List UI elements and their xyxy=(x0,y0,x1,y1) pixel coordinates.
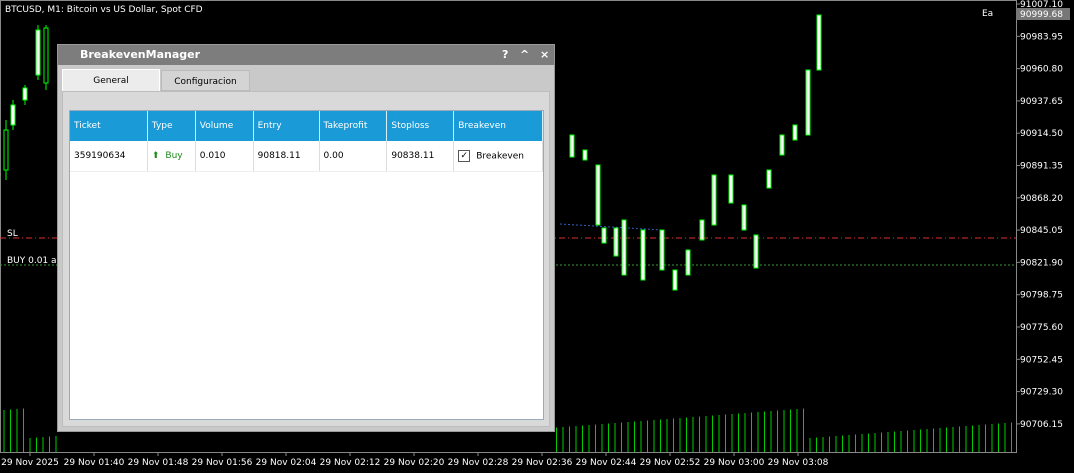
current-price: 90999.68 xyxy=(1020,10,1063,20)
price-label: 90752.45 xyxy=(1020,355,1063,365)
candles xyxy=(3,14,822,291)
column-header: Stoploss xyxy=(386,111,455,141)
cell: ✓ Breakeven xyxy=(453,141,543,172)
table-row: 359190634 ⬆ Buy 0.010 90818.11 0.00 90838.11 ✓ B… xyxy=(70,141,543,172)
cell: 90838.11 xyxy=(386,141,455,172)
price-label: 90983.95 xyxy=(1020,32,1063,42)
price-label: 90845.05 xyxy=(1020,226,1063,236)
cell: 0.010 xyxy=(195,141,254,172)
buy-label: BUY 0.01 a xyxy=(7,256,57,266)
time-label: 29 Nov 01:48 xyxy=(128,458,189,468)
price-label: 90798.75 xyxy=(1020,291,1063,301)
cell: 0.00 xyxy=(319,141,388,172)
time-label: 29 Nov 02:28 xyxy=(448,458,509,468)
cell-text: 359190634 xyxy=(74,151,126,161)
column-header: Breakeven xyxy=(453,111,543,141)
time-label: 29 Nov 01:56 xyxy=(192,458,253,468)
sl-label: SL xyxy=(7,229,18,239)
price-label: 91007.10 xyxy=(1020,0,1063,10)
price-label: 90960.80 xyxy=(1020,65,1063,75)
cell: 90818.11 xyxy=(253,141,320,172)
time-label: 29 Nov 03:08 xyxy=(768,458,829,468)
time-label: 29 Nov 01:40 xyxy=(64,458,125,468)
column-header: Takeprofit xyxy=(319,111,388,141)
price-label: 90706.15 xyxy=(1020,420,1063,430)
volume-bars xyxy=(3,408,1012,452)
chart-title: BTCUSD, M1: Bitcoin vs US Dollar, Spot C… xyxy=(5,5,203,15)
dialog-title: BreakevenManager xyxy=(80,48,201,61)
time-label: 29 Nov 02:52 xyxy=(640,458,701,468)
time-label: 29 Nov 02:20 xyxy=(384,458,445,468)
price-label: 90891.35 xyxy=(1020,162,1063,172)
time-label: 29 Nov 02:36 xyxy=(512,458,573,468)
dialog: BreakevenManager ? ^ × General Configura… xyxy=(57,44,555,432)
help-button[interactable]: ? xyxy=(502,48,509,61)
time-label: 29 Nov 2025 xyxy=(1,458,59,468)
cell-text: Buy xyxy=(165,151,183,161)
column-header: Type xyxy=(147,111,196,141)
tab[interactable]: Configuracion xyxy=(161,70,250,91)
header-row: Ticket Type Volume Entry Takeprofit Stoploss B… xyxy=(70,111,543,141)
column-header: Entry xyxy=(253,111,320,141)
cell: 359190634 xyxy=(70,141,148,172)
positions-table: Ticket Type Volume Entry Takeprofit Stoploss B… xyxy=(70,111,543,172)
table-box: Ticket Type Volume Entry Takeprofit Stoploss B… xyxy=(69,110,544,420)
buy-icon: ⬆ xyxy=(151,151,160,161)
time-label: 29 Nov 02:44 xyxy=(576,458,637,468)
minimize-button[interactable]: ^ xyxy=(520,48,530,61)
time-label: 29 Nov 02:04 xyxy=(256,458,317,468)
price-label: 90821.90 xyxy=(1020,258,1063,268)
time-label: 29 Nov 03:00 xyxy=(704,458,765,468)
cell-text: Breakeven xyxy=(476,151,524,162)
price-label: 90729.30 xyxy=(1020,388,1063,398)
price-label: 90914.50 xyxy=(1020,129,1063,139)
cell-text: 90818.11 xyxy=(257,151,301,161)
tab[interactable]: General xyxy=(62,69,160,91)
trade-line xyxy=(559,223,663,231)
dialog-titlebar: BreakevenManager ? ^ × xyxy=(58,45,554,65)
column-header: Ticket xyxy=(70,111,148,141)
tab-panel: Ticket Type Volume Entry Takeprofit Stoploss B… xyxy=(62,91,550,427)
time-label: 29 Nov 02:12 xyxy=(320,458,381,468)
cell: ⬆ Buy xyxy=(147,141,196,172)
price-label: 90937.65 xyxy=(1020,97,1063,107)
close-button[interactable]: × xyxy=(540,48,550,61)
cell-text: 0.010 xyxy=(199,151,226,161)
cell-text: 0.00 xyxy=(323,151,344,161)
cell-text: 90838.11 xyxy=(391,151,435,161)
ea-label: Ea xyxy=(982,9,993,19)
price-tag xyxy=(1016,8,1070,20)
price-label: 90868.20 xyxy=(1020,194,1063,204)
price-label: 90775.60 xyxy=(1020,323,1063,333)
checkbox[interactable]: ✓ xyxy=(458,150,471,162)
column-header: Volume xyxy=(195,111,254,141)
